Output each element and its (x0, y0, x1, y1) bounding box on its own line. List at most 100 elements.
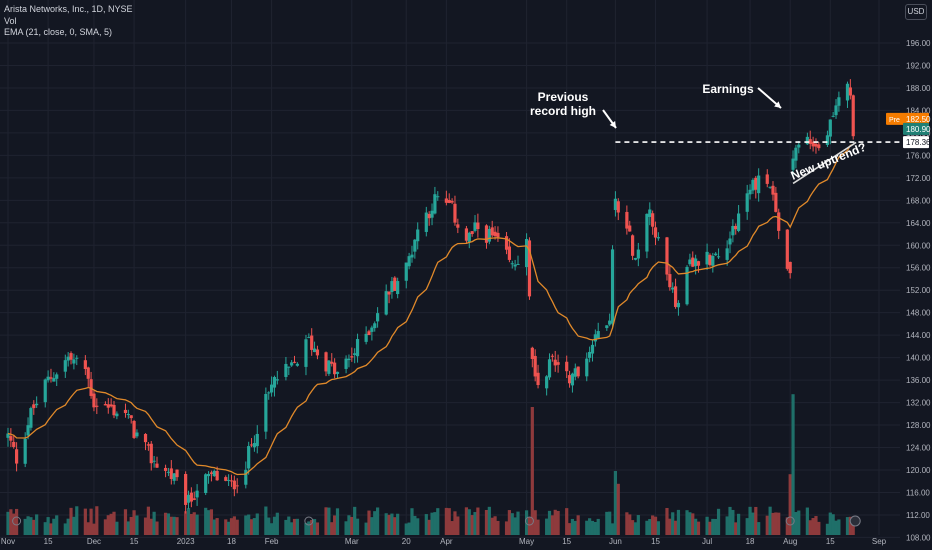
volume-bar (393, 517, 397, 535)
candle-body (785, 229, 789, 269)
volume-bar (757, 522, 761, 535)
volume-bar (797, 510, 801, 535)
lightning-icon (849, 515, 861, 527)
candle-body (668, 274, 672, 288)
volume-bar (155, 521, 159, 535)
volume-bar (106, 515, 110, 535)
candle (696, 260, 701, 273)
candle-body (95, 405, 99, 407)
candle (330, 353, 334, 367)
candle (355, 333, 360, 363)
candle-body (651, 213, 655, 227)
volume-bar (808, 520, 812, 535)
volume-bar (169, 516, 173, 535)
candle-body (330, 361, 334, 364)
candle-body (14, 449, 19, 464)
candle-body (685, 266, 689, 305)
volume-bar (716, 508, 721, 535)
volume-bar (89, 508, 93, 535)
candle-body (212, 470, 216, 477)
volume-bar (312, 519, 317, 535)
candle (513, 259, 517, 271)
volume-bar (333, 515, 337, 535)
volume-bar (52, 518, 56, 535)
candle-body (691, 257, 695, 267)
volume-bar (777, 512, 781, 535)
candle (72, 353, 76, 370)
volume-bar (811, 518, 815, 535)
candle-body (315, 349, 320, 356)
candle-body (545, 376, 549, 389)
candle (777, 208, 781, 240)
candle (436, 191, 440, 201)
y-tick-label: 120.00 (906, 466, 931, 475)
volume-bar (175, 517, 179, 535)
candle (745, 184, 749, 220)
candle-body (817, 144, 821, 149)
candle-body (75, 357, 79, 359)
currency-button[interactable]: USD (905, 4, 927, 20)
volume-bar (453, 511, 457, 535)
candle (184, 471, 188, 514)
volume-bar (608, 511, 612, 535)
candle-body (149, 443, 153, 464)
candle (450, 198, 454, 205)
candle-body (292, 361, 297, 363)
candle (89, 371, 93, 399)
volume-bar (694, 518, 698, 535)
volume-bar (249, 519, 254, 535)
candle (376, 307, 380, 328)
volume-bar (307, 521, 311, 535)
candle (808, 130, 812, 150)
volume-bar (135, 515, 139, 535)
candle (716, 248, 721, 260)
candle-body (146, 444, 150, 446)
candle-body (407, 256, 411, 267)
volume-bar (516, 511, 520, 535)
x-tick-label: 15 (44, 537, 53, 546)
candle-body (184, 473, 188, 505)
candle-body (284, 363, 288, 377)
candle (310, 328, 314, 356)
volume-bar (146, 506, 150, 535)
candle (427, 211, 431, 226)
candle (734, 223, 738, 235)
candle-body (745, 193, 749, 212)
y-tick-label: 136.00 (906, 376, 931, 385)
volume-bar (630, 520, 635, 535)
candle-body (427, 213, 431, 219)
volume-bar (284, 519, 288, 535)
volume-bar (163, 512, 168, 535)
legend-symbol: Arista Networks, Inc., 1D, NYSE (4, 4, 133, 14)
pre-market-bg (886, 112, 929, 125)
candle-body (35, 403, 39, 406)
candle-body (396, 281, 400, 295)
candle (364, 326, 368, 345)
candle-body (556, 362, 560, 365)
candle-body (688, 259, 692, 265)
candle (244, 461, 248, 489)
candle-body (252, 442, 257, 448)
y-tick-label: 196.00 (906, 39, 931, 48)
candle (645, 213, 649, 259)
candle-body (593, 334, 597, 342)
volume-bar (493, 516, 497, 535)
candle-body (269, 384, 274, 393)
y-tick-label: 116.00 (906, 488, 930, 497)
x-tick-label: Jul (702, 537, 712, 546)
candle-body (436, 196, 440, 198)
candle (533, 349, 537, 382)
volume-bar (530, 407, 534, 535)
earnings-marker (12, 516, 22, 526)
volume-bar (387, 514, 391, 535)
candle-body (567, 375, 572, 384)
volume-bar (166, 513, 171, 535)
volume-bar (290, 522, 294, 535)
candle (694, 254, 698, 275)
candle (413, 239, 417, 259)
candle (605, 325, 609, 331)
candle-body (565, 361, 569, 372)
volume-bar (353, 506, 357, 535)
candle-body (52, 378, 56, 382)
volume-bar (596, 518, 600, 535)
